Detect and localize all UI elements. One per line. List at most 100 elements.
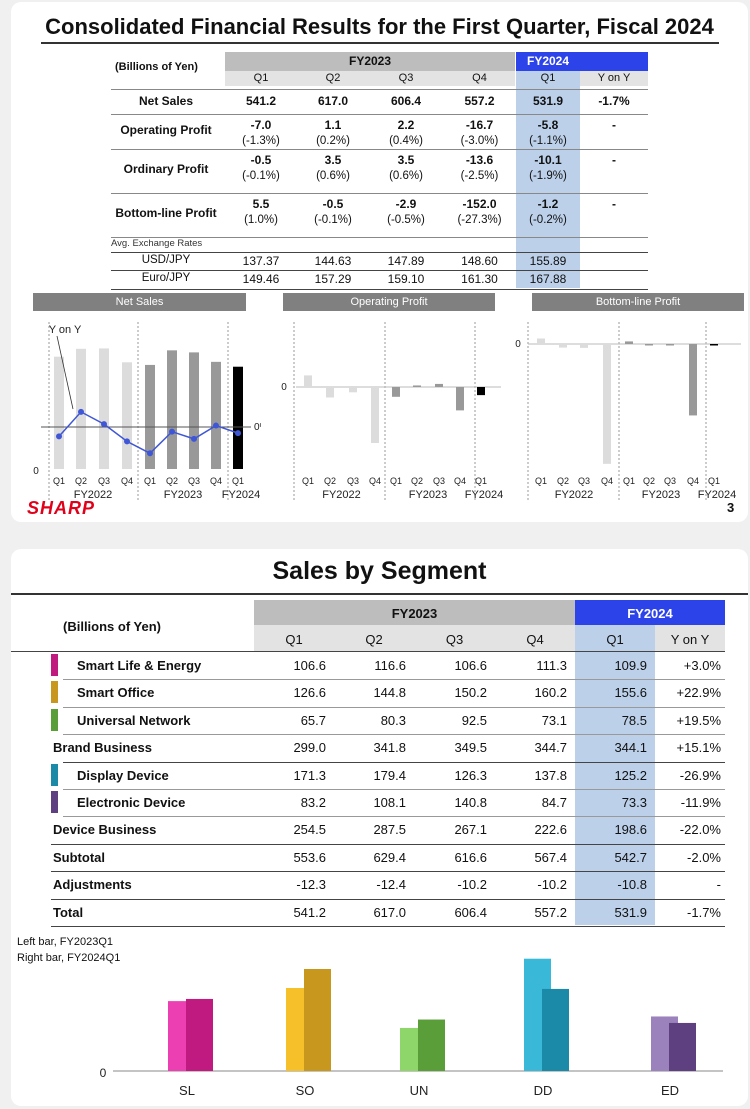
table-cell: -26.9%	[679, 767, 721, 783]
table-cell: -16.7	[465, 118, 494, 132]
table-cell: -2.0%	[687, 849, 721, 865]
table-cell: 111.3	[536, 658, 567, 673]
legend-right-bar: Right bar, FY2024Q1	[17, 952, 121, 964]
net-sales-chart: Y on Y 0% 0 Q1 Q2 Q3 Q4 Q1 Q2 Q3 Q4 Q1 FY2022 FY2023 F…	[33, 322, 261, 502]
table-divider	[51, 926, 725, 927]
row-label: Ordinary Profit	[123, 162, 209, 176]
table-cell: -0.5	[322, 197, 344, 211]
quarter-tick-label: Q2	[75, 476, 87, 486]
table-cell: 531.9	[614, 904, 647, 920]
table-cell-ratio: (-0.1%)	[242, 170, 280, 182]
operating-profit-bar	[456, 387, 464, 411]
table-cell-ratio: (-3.0%)	[460, 135, 499, 147]
quarter-tick-label: Q2	[324, 476, 336, 486]
table-cell: -2.9	[395, 197, 417, 211]
table-divider	[63, 706, 725, 708]
table-cell: 531.9	[532, 94, 564, 108]
financial-results-slide: Consolidated Financial Results for the F…	[11, 2, 748, 522]
row-label: Net Sales	[138, 94, 194, 108]
quarter-tick-label: Q2	[643, 476, 655, 486]
column-header: Q4	[526, 632, 544, 647]
row-label: Device Business	[53, 822, 157, 838]
net-sales-bar	[233, 366, 243, 469]
table-cell-ratio: (1.0%)	[244, 214, 278, 226]
table-cell: 155.6	[614, 685, 647, 701]
table-cell: 553.6	[293, 849, 326, 865]
table-divider	[111, 193, 648, 194]
table-cell: 106.6	[454, 658, 487, 673]
quarter-tick-label: Q1	[623, 476, 635, 486]
fy2024-header-band	[575, 600, 725, 625]
segment-bar	[418, 1019, 445, 1071]
table-cell: 140.8	[454, 795, 487, 810]
table-cell: -10.2	[537, 877, 567, 893]
segment-bar	[304, 968, 331, 1071]
row-label: Operating Profit	[120, 122, 212, 137]
column-header: Q1	[285, 632, 303, 647]
table-cell-ratio: (-1.3%)	[242, 135, 280, 147]
table-divider	[111, 252, 648, 253]
row-label: Smart Life & Energy	[77, 658, 202, 673]
table-cell: 267.1	[454, 822, 487, 838]
segment-color-swatch	[51, 763, 58, 786]
quarter-tick-label: Q4	[687, 476, 699, 486]
row-label: Smart Office	[77, 685, 155, 701]
table-cell: 84.7	[541, 795, 567, 810]
table-divider	[11, 651, 725, 652]
table-cell: 78.5	[621, 712, 647, 728]
table-cell: 1.1	[324, 118, 342, 132]
zero-label: 0	[100, 1066, 107, 1080]
quarter-tick-label: Q4	[369, 476, 381, 486]
table-cell: 73.1	[541, 712, 567, 728]
column-header: Q1	[253, 72, 269, 84]
year-label: FY2024	[465, 489, 504, 501]
year-label: FY2023	[642, 489, 681, 501]
panel-header-net-sales: Net Sales	[33, 293, 246, 311]
table-cell: -0.5	[250, 153, 272, 167]
row-label: Display Device	[77, 767, 169, 783]
net-sales-bar	[99, 348, 109, 469]
table-cell: 222.6	[534, 822, 567, 838]
fx-cell: 137.37	[242, 254, 280, 268]
quarter-tick-label: Q4	[454, 476, 466, 486]
table-divider	[111, 149, 648, 150]
table-divider	[63, 816, 725, 818]
table-cell: -10.8	[617, 877, 647, 893]
segment-bar-chart: SL SO UN DD ED 0	[100, 958, 723, 1098]
yony-point	[235, 430, 241, 437]
net-sales-bar	[54, 356, 64, 469]
table-cell: -5.8	[537, 118, 559, 132]
fx-label: Avg. Exchange Rates	[111, 238, 203, 249]
fx-cell: 149.46	[242, 272, 280, 286]
table-cell: -	[716, 877, 721, 893]
yony-point	[124, 438, 130, 445]
yony-point	[191, 435, 197, 442]
table-cell: 126.3	[454, 767, 487, 783]
table-cell: 3.5	[324, 153, 342, 167]
table-cell-ratio: (-1.9%)	[529, 170, 567, 182]
column-header: Q4	[472, 72, 487, 84]
year-label: FY2024	[698, 489, 737, 501]
yony-subheader-band	[655, 625, 725, 651]
row-label: Total	[53, 904, 84, 920]
table-cell: 83.2	[300, 795, 326, 810]
column-header: Q1	[606, 632, 624, 647]
fx-row-label: Euro/JPY	[141, 272, 191, 284]
table-cell: 125.2	[614, 767, 647, 783]
table-cell: 2.2	[397, 118, 415, 132]
quarter-tick-label: Q2	[411, 476, 423, 486]
quarter-tick-label: Q1	[475, 476, 487, 486]
table-cell: -	[612, 153, 616, 167]
column-header: Q1	[540, 72, 556, 84]
table-cell-ratio: (0.6%)	[316, 170, 350, 182]
quarter-tick-label: Q3	[664, 476, 676, 486]
table-cell: +19.5%	[676, 712, 721, 728]
table-cell: 144.8	[373, 685, 406, 701]
table-cell: 106.6	[293, 658, 326, 673]
column-header: Q3	[398, 72, 414, 84]
operating-profit-bar	[435, 383, 443, 387]
quarter-tick-label: Q1	[232, 476, 244, 486]
yony-point	[56, 433, 62, 440]
table-cell: -12.4	[376, 877, 406, 893]
table-cell: -11.9%	[680, 795, 721, 810]
